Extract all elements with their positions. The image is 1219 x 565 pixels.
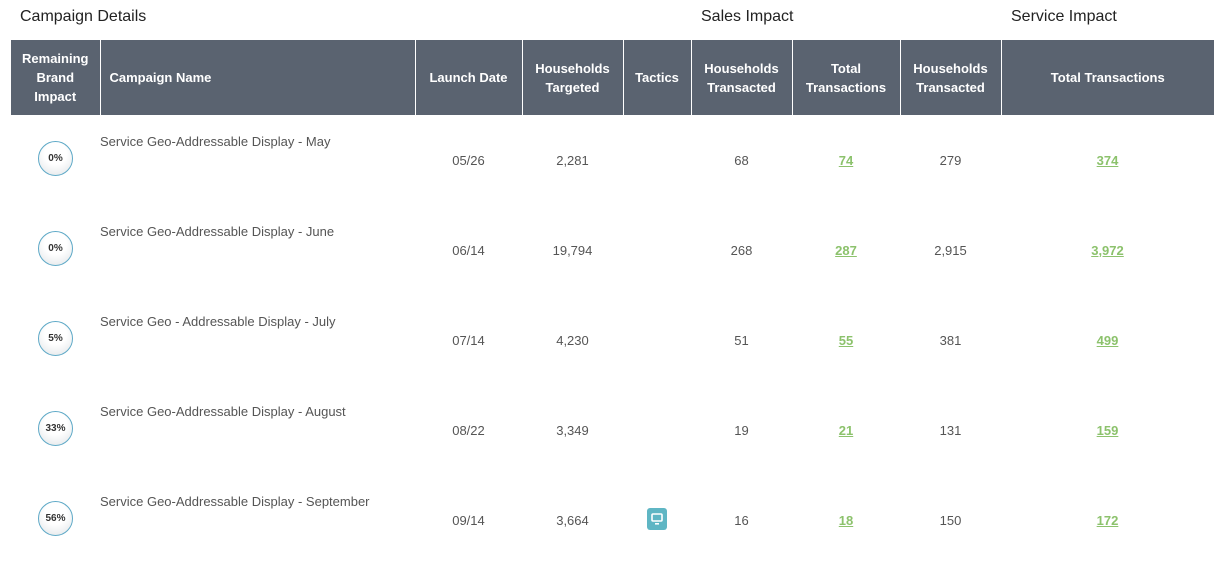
- cell: 56%: [11, 475, 100, 565]
- campaign-table: Remaining Brand Impact Campaign Name Launc…: [11, 40, 1214, 565]
- cell: 74: [792, 115, 900, 205]
- cell: 55: [792, 295, 900, 385]
- households-transacted: 51: [734, 332, 749, 348]
- total-transactions-link[interactable]: 74: [838, 152, 854, 168]
- brand-impact-badge: 5%: [38, 320, 73, 356]
- total-transactions-link[interactable]: 21: [838, 422, 854, 438]
- table-row: 56% Service Geo-Addressable Display - Sep…: [11, 475, 1214, 565]
- section-title: Campaign Details: [20, 8, 147, 25]
- total-transactions-link[interactable]: 374: [1096, 152, 1119, 168]
- cell: 33%: [11, 385, 100, 475]
- households-transacted: 381: [939, 332, 962, 348]
- total-transactions-link[interactable]: 3,972: [1091, 242, 1124, 258]
- launch-date: 06/14: [452, 242, 485, 258]
- cell: 287: [792, 205, 900, 295]
- tactics: [623, 205, 691, 295]
- households-transacted: 16: [734, 512, 749, 528]
- campaign-name: Service Geo - Addressable Display - July: [100, 314, 336, 329]
- table-row: 0% Service Geo-Addressable Display - May 0…: [11, 115, 1214, 205]
- section-title: Service Impact: [1011, 8, 1117, 25]
- cell: 0%: [11, 205, 100, 295]
- households-transacted: 279: [939, 152, 962, 168]
- campaign-name: Service Geo-Addressable Display - August: [100, 404, 346, 419]
- campaign-name: Service Geo-Addressable Display - Septem…: [100, 494, 370, 509]
- column-header: Remaining Brand Impact: [11, 40, 101, 115]
- launch-date: 07/14: [452, 332, 485, 348]
- column-header: Total Transactions: [792, 40, 901, 115]
- households-transacted: 19: [734, 422, 749, 438]
- table-row: 5% Service Geo - Addressable Display - Ju…: [11, 295, 1214, 385]
- households-transacted: 68: [734, 152, 749, 168]
- cell: 0%: [11, 115, 100, 205]
- total-transactions-link[interactable]: 287: [835, 242, 857, 258]
- table-row: 0% Service Geo-Addressable Display - June…: [11, 205, 1214, 295]
- cell: 21: [792, 385, 900, 475]
- table-row: 33% Service Geo-Addressable Display - Aug…: [11, 385, 1214, 475]
- households-targeted: 3,664: [556, 512, 589, 528]
- brand-impact-badge: 56%: [38, 500, 73, 536]
- campaign-name: Service Geo-Addressable Display - May: [100, 134, 331, 149]
- cell: 374: [1001, 115, 1214, 205]
- column-header: Campaign Name: [100, 40, 416, 115]
- section-title: Sales Impact: [701, 8, 794, 25]
- tactics: [623, 475, 691, 565]
- launch-date: 05/26: [452, 152, 485, 168]
- display-icon: [651, 513, 663, 525]
- brand-impact-badge: 0%: [38, 230, 73, 266]
- total-transactions-link[interactable]: 172: [1096, 512, 1119, 528]
- households-transacted: 2,915: [934, 242, 967, 258]
- tactics: [623, 295, 691, 385]
- tactics: [623, 115, 691, 205]
- households-transacted: 268: [730, 242, 753, 258]
- column-header: Households Transacted: [900, 40, 1002, 115]
- households-targeted: 3,349: [556, 422, 589, 438]
- cell: 18: [792, 475, 900, 565]
- tactic-icon[interactable]: [647, 508, 667, 530]
- column-header: Total Transactions: [1001, 40, 1214, 115]
- households-targeted: 2,281: [556, 152, 589, 168]
- cell: 499: [1001, 295, 1214, 385]
- brand-impact-badge: 0%: [38, 140, 73, 176]
- cell: 5%: [11, 295, 100, 385]
- tactics: [623, 385, 691, 475]
- launch-date: 08/22: [452, 422, 485, 438]
- column-header: Launch Date: [415, 40, 523, 115]
- brand-impact-badge: 33%: [38, 410, 73, 446]
- cell: 159: [1001, 385, 1214, 475]
- total-transactions-link[interactable]: 159: [1096, 422, 1119, 438]
- cell: 172: [1001, 475, 1214, 565]
- column-header: Households Transacted: [691, 40, 793, 115]
- page: {"group_headers":{"campaign_details":"Ca…: [11, 8, 1214, 536]
- households-transacted: 131: [939, 422, 962, 438]
- households-targeted: 4,230: [556, 332, 589, 348]
- households-targeted: 19,794: [552, 242, 593, 258]
- column-header: Households Targeted: [522, 40, 624, 115]
- total-transactions-link[interactable]: 55: [838, 332, 854, 348]
- column-header: Tactics: [623, 40, 692, 115]
- total-transactions-link[interactable]: 18: [838, 512, 854, 528]
- households-transacted: 150: [939, 512, 962, 528]
- campaign-name: Service Geo-Addressable Display - June: [100, 224, 335, 239]
- total-transactions-link[interactable]: 499: [1096, 332, 1119, 348]
- launch-date: 09/14: [452, 512, 485, 528]
- cell: 3,972: [1001, 205, 1214, 295]
